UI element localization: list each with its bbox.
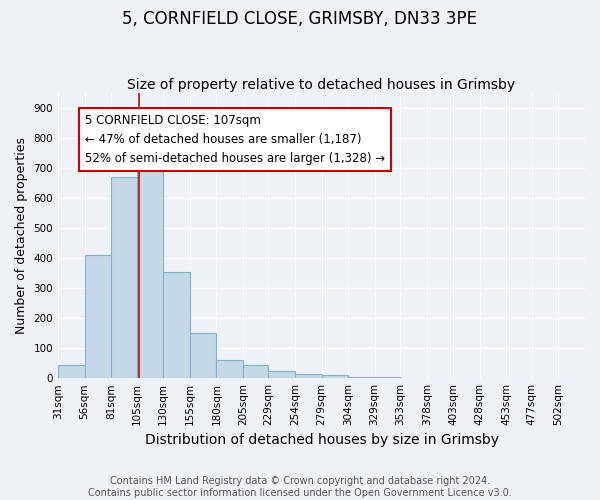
Bar	[85, 255, 111, 378]
X-axis label: Distribution of detached houses by size in Grimsby: Distribution of detached houses by size …	[145, 434, 499, 448]
Bar	[348, 376, 374, 378]
Text: Contains HM Land Registry data © Crown copyright and database right 2024.
Contai: Contains HM Land Registry data © Crown c…	[88, 476, 512, 498]
Bar	[163, 272, 190, 378]
Bar	[295, 374, 322, 378]
Bar	[58, 364, 85, 378]
Bar	[217, 360, 243, 378]
Bar	[137, 153, 163, 378]
Text: 5 CORNFIELD CLOSE: 107sqm
← 47% of detached houses are smaller (1,187)
52% of se: 5 CORNFIELD CLOSE: 107sqm ← 47% of detac…	[85, 114, 385, 165]
Text: 5, CORNFIELD CLOSE, GRIMSBY, DN33 3PE: 5, CORNFIELD CLOSE, GRIMSBY, DN33 3PE	[122, 10, 478, 28]
Bar	[322, 375, 348, 378]
Title: Size of property relative to detached houses in Grimsby: Size of property relative to detached ho…	[127, 78, 515, 92]
Y-axis label: Number of detached properties: Number of detached properties	[15, 137, 28, 334]
Bar	[243, 364, 268, 378]
Bar	[268, 370, 295, 378]
Bar	[190, 333, 217, 378]
Bar	[111, 177, 137, 378]
